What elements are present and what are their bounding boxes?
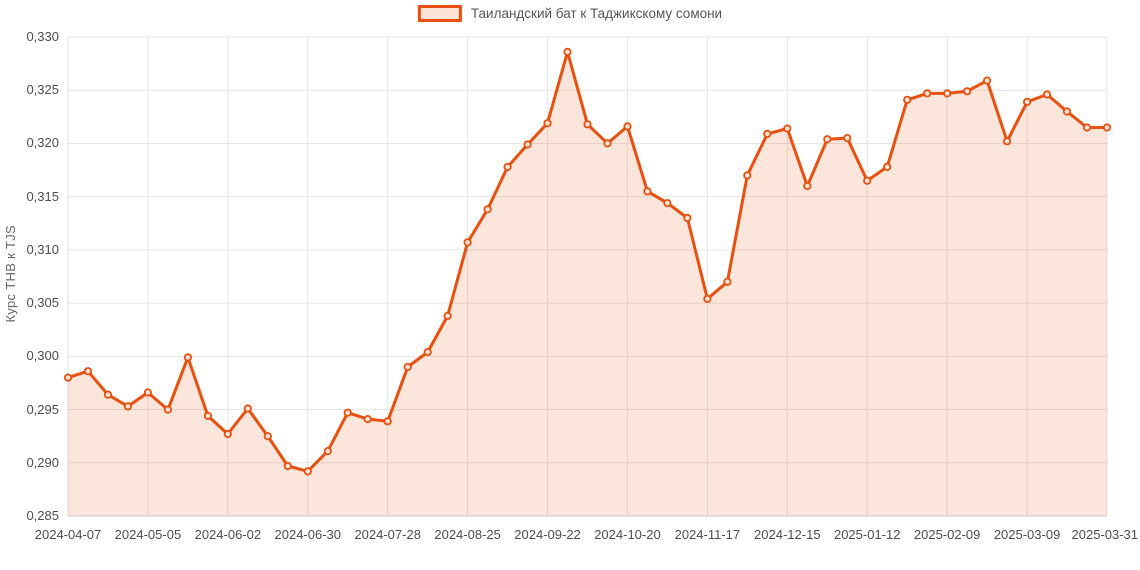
y-tick-label: 0,320: [26, 135, 59, 151]
data-point[interactable]: [543, 119, 552, 128]
data-point[interactable]: [823, 135, 832, 144]
data-point[interactable]: [803, 181, 812, 191]
data-point[interactable]: [962, 87, 972, 96]
data-point[interactable]: [83, 367, 93, 376]
y-tick-label: 0,330: [26, 29, 59, 44]
data-point[interactable]: [843, 134, 852, 143]
x-tick-label: 2024-12-15: [754, 527, 821, 542]
data-point[interactable]: [703, 294, 712, 303]
y-tick-label: 0,305: [26, 295, 59, 311]
data-point[interactable]: [743, 171, 752, 180]
data-point[interactable]: [1102, 123, 1112, 132]
data-point[interactable]: [183, 353, 192, 362]
legend-label: Таиландский бат к Таджикскому сомони: [470, 6, 723, 21]
data-point[interactable]: [323, 446, 332, 456]
data-point[interactable]: [563, 47, 572, 57]
data-point[interactable]: [623, 122, 632, 131]
y-tick-label: 0,315: [26, 188, 59, 204]
data-point[interactable]: [903, 95, 912, 104]
x-tick-label: 2024-11-17: [674, 527, 741, 542]
data-point[interactable]: [683, 213, 692, 223]
data-point[interactable]: [223, 429, 232, 439]
data-point[interactable]: [423, 347, 432, 357]
data-point[interactable]: [1043, 90, 1052, 99]
y-tick-label: 0,295: [26, 401, 59, 417]
data-point[interactable]: [483, 205, 492, 214]
y-tick-label: 0,290: [26, 454, 59, 470]
y-tick-label: 0,325: [26, 82, 59, 98]
data-point[interactable]: [163, 405, 172, 414]
data-point[interactable]: [243, 404, 252, 413]
data-point[interactable]: [203, 411, 212, 420]
x-tick-label: 2024-07-28: [354, 527, 421, 542]
data-point[interactable]: [1002, 137, 1012, 146]
data-point[interactable]: [103, 390, 113, 399]
data-point[interactable]: [763, 129, 772, 138]
data-point[interactable]: [123, 402, 133, 411]
data-point[interactable]: [523, 140, 532, 149]
data-point[interactable]: [503, 162, 512, 171]
x-tick-label: 2025-01-12: [833, 527, 901, 542]
data-point[interactable]: [263, 432, 272, 441]
data-point[interactable]: [583, 120, 592, 129]
x-tick-label: 2024-05-05: [114, 527, 182, 542]
x-tick-label: 2025-03-09: [993, 527, 1061, 542]
data-point[interactable]: [1022, 97, 1032, 107]
x-tick-label: 2024-04-07: [34, 527, 102, 542]
x-tick-label: 2025-02-09: [913, 527, 981, 542]
series-area: [68, 51, 1107, 517]
data-point[interactable]: [783, 124, 792, 133]
data-point[interactable]: [283, 461, 292, 471]
legend-item[interactable]: Таиландский бат к Таджикскому сомони: [417, 5, 723, 22]
y-tick-label: 0,310: [26, 241, 59, 257]
legend-swatch-icon: [417, 5, 462, 22]
x-tick-label: 2024-06-30: [274, 527, 342, 542]
data-point[interactable]: [143, 388, 152, 397]
x-tick-label: 2024-09-22: [514, 527, 581, 542]
y-tick-label: 0,285: [26, 508, 59, 523]
y-tick-label: 0,300: [26, 348, 59, 364]
data-point[interactable]: [1062, 107, 1072, 116]
data-point[interactable]: [1082, 123, 1092, 132]
data-point[interactable]: [923, 89, 932, 98]
data-point[interactable]: [883, 162, 892, 171]
data-point[interactable]: [63, 373, 73, 382]
data-point[interactable]: [383, 417, 392, 426]
data-point[interactable]: [663, 199, 672, 208]
data-point[interactable]: [303, 467, 312, 476]
data-point[interactable]: [982, 76, 992, 85]
data-point[interactable]: [403, 362, 412, 372]
data-point[interactable]: [363, 414, 372, 424]
x-tick-label: 2024-10-20: [594, 527, 661, 542]
x-tick-label: 2025-03-31: [1071, 527, 1139, 542]
x-tick-label: 2024-08-25: [434, 527, 501, 542]
data-point[interactable]: [863, 176, 872, 185]
data-point[interactable]: [443, 311, 452, 320]
data-point[interactable]: [343, 408, 352, 417]
x-tick-label: 2024-06-02: [194, 527, 262, 542]
data-point[interactable]: [723, 277, 732, 286]
data-point[interactable]: [603, 139, 612, 148]
data-point[interactable]: [643, 187, 652, 196]
data-point[interactable]: [943, 89, 952, 98]
data-point[interactable]: [463, 238, 472, 247]
